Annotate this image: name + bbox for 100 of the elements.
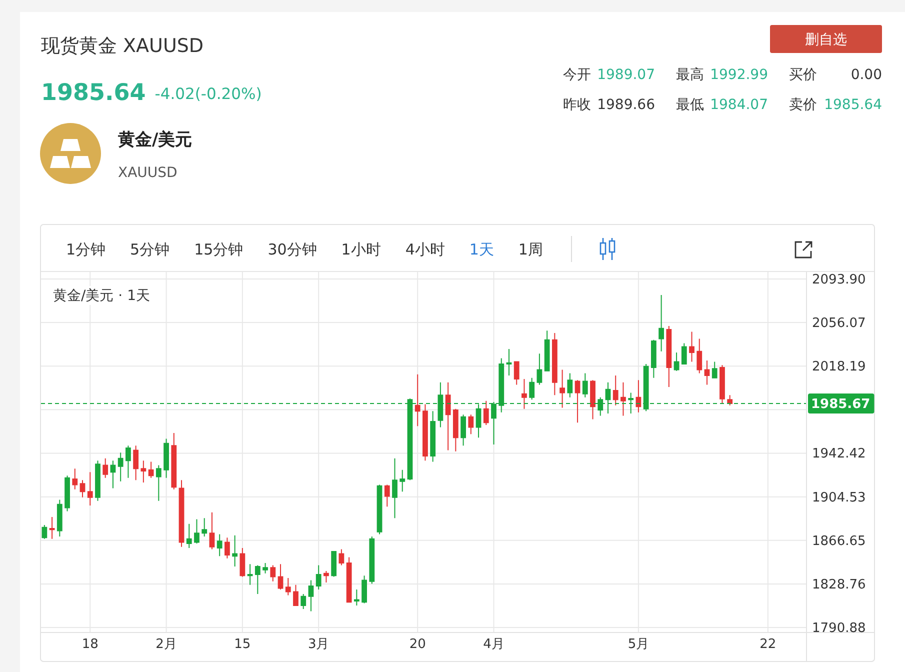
text: 1985.64 <box>41 80 146 106</box>
text: 1992.99 <box>710 67 768 83</box>
candlestick <box>316 564 322 590</box>
text: 4小时 <box>405 240 445 258</box>
text: -4.02(-0.20%) <box>154 85 262 103</box>
text: 0.00 <box>850 67 882 83</box>
candlestick <box>704 360 710 386</box>
y-tick-label: 2093.90 <box>812 272 866 288</box>
x-tick-label: 4月 <box>483 637 504 652</box>
candlestick <box>110 460 116 489</box>
candlestick <box>254 564 260 595</box>
x-tick-label: 3月 <box>308 637 330 652</box>
candlestick <box>80 480 86 498</box>
candlestick <box>202 518 208 538</box>
candlestick <box>590 380 596 420</box>
candlestick <box>506 348 512 376</box>
y-tick-label: 2018.19 <box>812 360 866 375</box>
text: 今开 <box>563 67 591 83</box>
candlestick <box>72 468 78 490</box>
candlestick <box>536 353 542 386</box>
text: 黄金/美元 · 1天 <box>53 288 150 304</box>
candlestick <box>727 394 733 406</box>
text: 1小时 <box>341 240 381 258</box>
text: 15分钟 <box>194 240 244 258</box>
candlestick <box>42 524 48 540</box>
candlestick <box>460 414 466 446</box>
candlestick <box>209 512 215 550</box>
candlestick <box>636 380 642 413</box>
text: 1985.64 <box>824 97 882 113</box>
x-tick-label: 5月 <box>628 637 650 652</box>
candlestick <box>140 460 146 483</box>
x-tick-label: 22 <box>760 637 776 652</box>
text: XAUUSD <box>118 165 178 181</box>
candlestick <box>445 382 451 451</box>
candlestick <box>64 475 70 512</box>
candlestick <box>620 382 626 416</box>
text: 1989.07 <box>597 67 655 83</box>
text: 1天 <box>469 240 494 258</box>
candlestick <box>544 330 550 372</box>
candlestick <box>224 537 230 559</box>
text: 删自选 <box>805 32 847 48</box>
text: 1分钟 <box>66 240 106 258</box>
candlestick <box>308 580 314 612</box>
candlestick <box>270 564 276 582</box>
candlestick <box>300 594 306 610</box>
candlestick <box>346 556 352 603</box>
candlestick <box>194 518 200 544</box>
candlestick <box>164 438 169 478</box>
candlestick <box>186 523 192 549</box>
candlestick <box>240 548 246 578</box>
text: 1989.66 <box>597 97 656 113</box>
candlestick <box>514 361 520 386</box>
y-tick-label: 1790.88 <box>812 621 866 636</box>
y-tick-label: 2056.07 <box>812 316 866 332</box>
candlestick <box>712 361 718 378</box>
candlestick <box>49 516 55 540</box>
candlestick <box>278 564 284 590</box>
text: 现货黄金 XAUUSD <box>41 35 204 57</box>
candlestick <box>262 562 268 574</box>
text: 黄金/美元 <box>117 130 192 150</box>
text: 昨收 <box>563 97 591 113</box>
candlestick <box>400 469 406 492</box>
candlestick <box>560 369 565 408</box>
candlestick <box>689 331 694 362</box>
candlestick <box>422 404 428 462</box>
candlestick <box>567 372 573 398</box>
candlestick <box>681 342 687 365</box>
candlestick <box>331 550 337 578</box>
candlestick <box>384 484 390 508</box>
candlestick <box>118 452 124 482</box>
text: 最高 <box>676 67 704 83</box>
candlestick <box>468 414 474 435</box>
candlestick <box>483 400 489 426</box>
text: 卖价 <box>789 97 817 113</box>
candlestick <box>529 377 535 400</box>
candlestick <box>658 294 664 352</box>
candlestick <box>696 338 702 374</box>
candlestick <box>126 445 131 478</box>
candlestick <box>666 326 672 388</box>
candlestick <box>87 472 93 506</box>
candlestick <box>522 378 527 410</box>
x-tick-label: 20 <box>409 637 426 652</box>
candlestick <box>171 432 177 490</box>
candlestick <box>324 570 329 584</box>
candlestick <box>582 372 588 398</box>
x-tick-label: 15 <box>234 637 251 652</box>
candlestick <box>369 536 375 584</box>
candlestick <box>430 410 436 462</box>
y-tick-label: 1828.76 <box>812 577 866 592</box>
text: 买价 <box>789 67 817 83</box>
candlestick <box>56 499 62 538</box>
text: 最低 <box>676 97 704 113</box>
candlestick <box>392 458 398 519</box>
candlestick <box>148 461 154 478</box>
candlestick <box>216 534 222 557</box>
candlestick <box>338 548 344 566</box>
candlestick <box>247 564 253 586</box>
candlestick <box>285 577 291 596</box>
candlestick <box>574 380 580 424</box>
candlestick <box>95 460 100 502</box>
